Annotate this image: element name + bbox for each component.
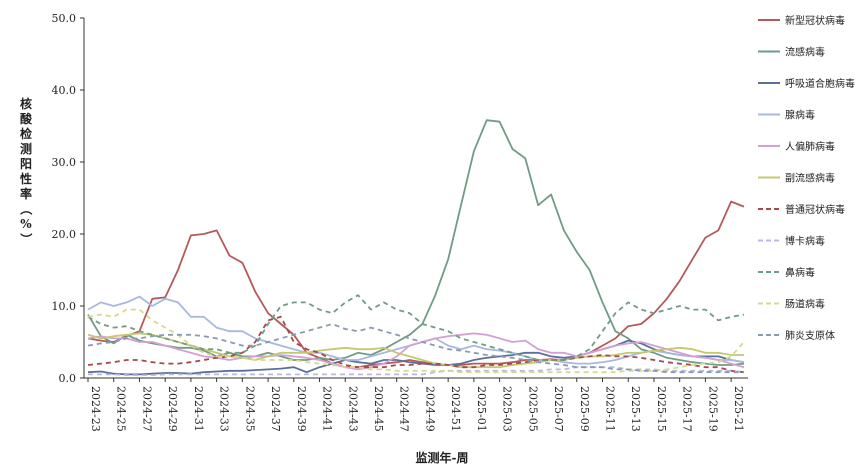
- y-axis-title-char: （: [19, 203, 34, 215]
- x-tick-label: 2024-51: [449, 386, 462, 432]
- x-tick-label: 2024-49: [423, 386, 436, 432]
- series-line-10: [87, 323, 744, 374]
- legend-label: 流感病毒: [785, 46, 825, 59]
- legend-label: 鼻病毒: [785, 266, 815, 279]
- x-tick-label: 2025-11: [604, 386, 617, 432]
- x-tick-label: 2024-25: [115, 386, 128, 432]
- legend-label: 博卡病毒: [785, 235, 825, 248]
- x-tick-label: 2025-09: [578, 386, 591, 432]
- x-tick-label: 2024-45: [372, 386, 385, 432]
- x-tick-label: 2024-23: [89, 386, 102, 432]
- series-line-5: [87, 332, 744, 369]
- legend-label: 肠道病毒: [785, 298, 825, 311]
- y-tick-label: 10.0: [52, 300, 77, 313]
- legend-label: 腺病毒: [785, 109, 815, 122]
- x-tick-label: 2025-01: [475, 386, 488, 432]
- y-tick-label: 0.0: [59, 372, 77, 385]
- y-tick-label: 30.0: [52, 156, 77, 169]
- x-tick-label: 2025-21: [732, 386, 745, 432]
- series-line-8: [87, 294, 745, 361]
- y-axis-title-char: ）: [19, 233, 34, 245]
- series-line-1: [87, 119, 745, 366]
- y-axis-title-char: 阳: [20, 156, 32, 171]
- x-tick-label: 2025-07: [552, 386, 565, 432]
- y-tick-label: 50.0: [52, 12, 77, 25]
- legend-label: 人偏肺病毒: [785, 140, 835, 153]
- legend-label: 呼吸道合胞病毒: [785, 77, 855, 90]
- chart-series: [87, 119, 745, 377]
- x-tick-label: 2024-47: [398, 386, 411, 432]
- legend-label: 新型冠状病毒: [785, 14, 845, 27]
- x-tick-label: 2025-03: [501, 386, 514, 432]
- y-axis-title-char: 率: [20, 186, 32, 201]
- series-line-0: [87, 200, 745, 369]
- x-tick-label: 2024-31: [192, 386, 205, 432]
- x-tick-label: 2025-05: [526, 386, 539, 432]
- x-tick-label: 2025-13: [629, 386, 642, 432]
- x-tick-label: 2025-15: [655, 386, 668, 432]
- x-tick-label: 2024-27: [140, 386, 153, 432]
- x-tick-label: 2024-41: [321, 386, 334, 432]
- chart-axes: [83, 18, 748, 379]
- series-line-9: [87, 308, 745, 374]
- x-tick-label: 2025-19: [706, 386, 719, 432]
- x-tick-label: 2024-43: [346, 386, 359, 432]
- y-axis-title-char: 测: [20, 141, 32, 156]
- legend-label: 普通冠状病毒: [785, 203, 845, 216]
- x-axis-ticks: 2024-23 2024-25 2024-27 2024-29 2024-31 2024-…: [87, 378, 745, 432]
- y-axis-title-char: 核: [20, 96, 32, 111]
- x-tick-label: 2024-29: [166, 386, 179, 432]
- legend-label: 副流感病毒: [785, 172, 835, 185]
- series-line-7: [88, 366, 745, 377]
- y-tick-label: 20.0: [52, 228, 77, 241]
- series-line-4: [87, 332, 745, 371]
- legend-label: 肺炎支原体: [785, 330, 835, 342]
- x-tick-label: 2024-39: [295, 386, 308, 432]
- x-tick-label: 2024-37: [269, 386, 282, 432]
- y-axis-title-char: %: [20, 217, 32, 231]
- y-axis-title-char: 检: [20, 126, 32, 141]
- y-axis-ticks: 0.0 10.0 20.0 30.0 40.0 50.0: [52, 12, 84, 385]
- series-line-6: [87, 315, 745, 374]
- legend: 新型冠状病毒流感病毒呼吸道合胞病毒腺病毒人偏肺病毒副流感病毒普通冠状病毒博卡病毒…: [758, 14, 855, 342]
- x-tick-label: 2025-17: [681, 386, 694, 432]
- x-tick-label: 2024-35: [243, 386, 256, 432]
- x-axis-title: 监测年-周: [416, 450, 469, 465]
- y-axis-title-char: 酸: [20, 111, 33, 126]
- y-axis-title-char: 性: [19, 171, 32, 186]
- x-tick-label: 2024-33: [218, 386, 231, 432]
- y-tick-label: 40.0: [52, 84, 77, 97]
